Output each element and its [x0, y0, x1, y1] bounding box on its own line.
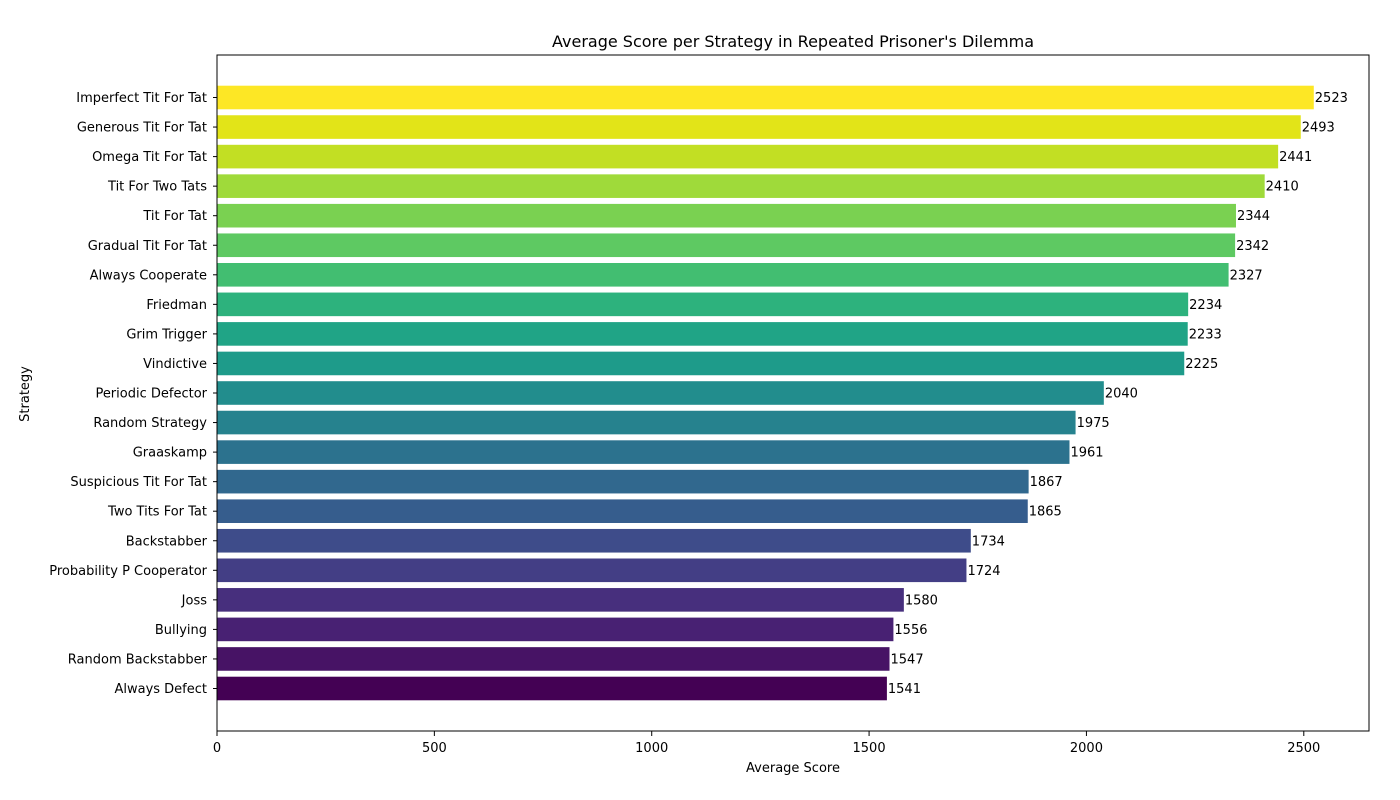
y-tick-label: Two Tits For Tat: [107, 505, 207, 520]
y-tick-label: Suspicious Tit For Tat: [70, 475, 207, 490]
y-tick-label: Probability P Cooperator: [49, 564, 207, 579]
bar: [217, 528, 971, 553]
bar: [217, 588, 904, 612]
y-tick-label: Always Cooperate: [90, 268, 207, 283]
bar: [217, 292, 1189, 317]
data-label: 1734: [972, 534, 1005, 549]
bar: [217, 174, 1265, 198]
x-tick-label: 1500: [853, 741, 886, 756]
data-label: 1724: [967, 564, 1000, 579]
bar: [217, 647, 890, 671]
x-tick-label: 2500: [1287, 741, 1320, 756]
data-label: 2344: [1237, 209, 1270, 224]
plot-frame: [216, 54, 1370, 732]
y-axis-label: Strategy: [18, 366, 33, 422]
y-tick-label: Vindictive: [143, 357, 207, 372]
y-tick-label: Imperfect Tit For Tat: [76, 91, 207, 106]
y-tick-label: Gradual Tit For Tat: [88, 239, 207, 254]
x-tick-label: 1000: [635, 741, 668, 756]
data-label: 2523: [1315, 91, 1348, 106]
y-tick-label: Random Strategy: [93, 416, 207, 431]
y-tick-label: Grim Trigger: [126, 327, 207, 342]
y-tick-label: Friedman: [146, 298, 207, 313]
y-tick-label: Bullying: [155, 623, 207, 638]
x-axis-label: Average Score: [746, 761, 840, 776]
data-label: 1541: [888, 682, 921, 697]
y-tick-label: Joss: [181, 593, 208, 608]
data-label: 2040: [1105, 387, 1138, 402]
x-tick-label: 500: [422, 741, 447, 756]
data-label: 1547: [891, 652, 924, 667]
bar: [217, 263, 1229, 287]
data-label: 2327: [1230, 268, 1263, 283]
bar: [217, 617, 894, 642]
data-label: 1556: [894, 623, 927, 638]
data-label: 2225: [1185, 357, 1218, 372]
bar: [217, 469, 1029, 494]
y-tick-label: Omega Tit For Tat: [92, 150, 207, 165]
x-tick-label: 0: [213, 741, 221, 756]
bar: [217, 115, 1301, 139]
plot-area: Imperfect Tit For Tat 2523 Generous Tit Fo…: [49, 54, 1370, 756]
data-label: 1867: [1030, 475, 1063, 490]
data-label: 2342: [1236, 239, 1269, 254]
bar: [217, 85, 1314, 110]
bar: [217, 558, 967, 583]
data-label: 1865: [1029, 505, 1062, 520]
data-label: 1961: [1070, 446, 1103, 461]
y-tick-label: Backstabber: [126, 534, 208, 549]
y-tick-label: Generous Tit For Tat: [77, 121, 207, 136]
data-label: 2234: [1189, 298, 1222, 313]
data-label: 2441: [1279, 150, 1312, 165]
bar: [217, 676, 887, 701]
bar: [217, 440, 1070, 464]
bar: [217, 144, 1279, 169]
y-tick-label: Always Defect: [114, 682, 207, 697]
y-tick-label: Random Backstabber: [68, 652, 208, 667]
bar: [217, 322, 1188, 346]
bar: [217, 410, 1076, 435]
bar: [217, 351, 1185, 376]
y-tick-label: Graaskamp: [133, 446, 207, 461]
data-label: 1580: [905, 593, 938, 608]
y-tick-label: Tit For Tat: [142, 209, 207, 224]
x-tick-label: 2000: [1070, 741, 1103, 756]
y-tick-label: Periodic Defector: [95, 387, 207, 402]
bar: [217, 233, 1236, 258]
data-label: 1975: [1077, 416, 1110, 431]
bar: [217, 203, 1236, 228]
data-label: 2233: [1189, 327, 1222, 342]
bar: [217, 381, 1104, 405]
y-tick-label: Tit For Two Tats: [107, 180, 207, 195]
bar: [217, 499, 1028, 523]
chart-title: Average Score per Strategy in Repeated P…: [552, 32, 1034, 51]
data-label: 2493: [1302, 121, 1335, 136]
data-label: 2410: [1266, 180, 1299, 195]
